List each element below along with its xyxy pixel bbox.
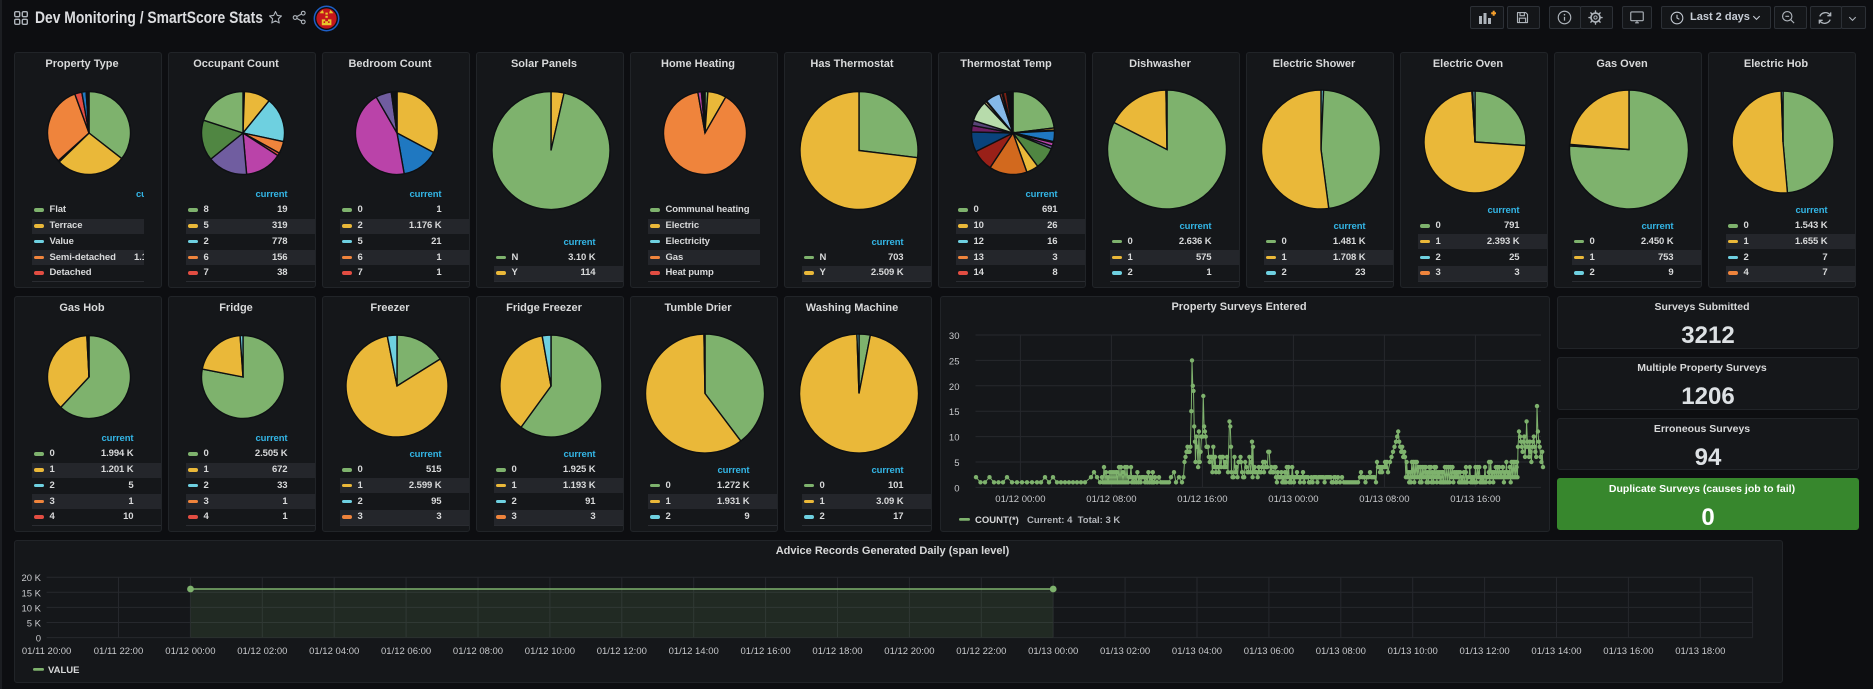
svg-text:01/12 02:00: 01/12 02:00 — [237, 646, 287, 657]
svg-text:01/13 18:00: 01/13 18:00 — [1675, 646, 1725, 657]
svg-text:Current: 4 Total: 3 K: Current: 4 Total: 3 K — [1027, 515, 1120, 526]
svg-text:30: 30 — [949, 331, 960, 342]
svg-text:01/11 22:00: 01/11 22:00 — [94, 646, 143, 657]
svg-text:01/13 14:00: 01/13 14:00 — [1531, 646, 1581, 657]
svg-text:01/12 16:00: 01/12 16:00 — [741, 646, 791, 657]
svg-text:01/12 08:00: 01/12 08:00 — [453, 646, 503, 657]
svg-text:01/12 14:00: 01/12 14:00 — [669, 646, 719, 657]
svg-text:01/13 08:00: 01/13 08:00 — [1359, 494, 1409, 505]
svg-text:20: 20 — [949, 382, 960, 393]
svg-text:10 K: 10 K — [21, 603, 41, 614]
svg-text:20 K: 20 K — [21, 573, 41, 584]
svg-text:01/13 00:00: 01/13 00:00 — [1268, 494, 1318, 505]
svg-text:01/13 16:00: 01/13 16:00 — [1603, 646, 1653, 657]
svg-text:01/12 12:00: 01/12 12:00 — [597, 646, 647, 657]
svg-text:15: 15 — [949, 407, 960, 418]
svg-text:15 K: 15 K — [21, 588, 41, 599]
svg-text:01/13 00:00: 01/13 00:00 — [1028, 646, 1078, 657]
svg-text:VALUE: VALUE — [48, 665, 80, 676]
svg-text:01/13 08:00: 01/13 08:00 — [1316, 646, 1366, 657]
svg-text:10: 10 — [949, 433, 960, 444]
svg-text:01/12 00:00: 01/12 00:00 — [995, 494, 1045, 505]
svg-text:01/11 20:00: 01/11 20:00 — [22, 646, 71, 657]
svg-text:01/12 22:00: 01/12 22:00 — [956, 646, 1006, 657]
svg-text:5 K: 5 K — [27, 619, 42, 630]
svg-text:01/12 04:00: 01/12 04:00 — [309, 646, 359, 657]
svg-text:01/12 10:00: 01/12 10:00 — [525, 646, 575, 657]
svg-text:01/13 16:00: 01/13 16:00 — [1450, 494, 1500, 505]
svg-text:0: 0 — [954, 483, 959, 494]
svg-text:25: 25 — [949, 356, 960, 367]
svg-text:01/12 20:00: 01/12 20:00 — [884, 646, 934, 657]
svg-text:01/12 16:00: 01/12 16:00 — [1177, 494, 1227, 505]
svg-text:01/13 06:00: 01/13 06:00 — [1244, 646, 1294, 657]
svg-text:01/13 04:00: 01/13 04:00 — [1172, 646, 1222, 657]
svg-text:01/13 12:00: 01/13 12:00 — [1460, 646, 1510, 657]
svg-text:01/13 10:00: 01/13 10:00 — [1388, 646, 1438, 657]
svg-text:01/13 02:00: 01/13 02:00 — [1100, 646, 1150, 657]
svg-text:0: 0 — [36, 634, 41, 645]
svg-text:COUNT(*): COUNT(*) — [975, 515, 1019, 526]
svg-text:01/12 18:00: 01/12 18:00 — [812, 646, 862, 657]
svg-text:5: 5 — [954, 458, 959, 469]
svg-text:01/12 08:00: 01/12 08:00 — [1086, 494, 1136, 505]
svg-text:01/12 00:00: 01/12 00:00 — [165, 646, 215, 657]
svg-text:01/12 06:00: 01/12 06:00 — [381, 646, 431, 657]
